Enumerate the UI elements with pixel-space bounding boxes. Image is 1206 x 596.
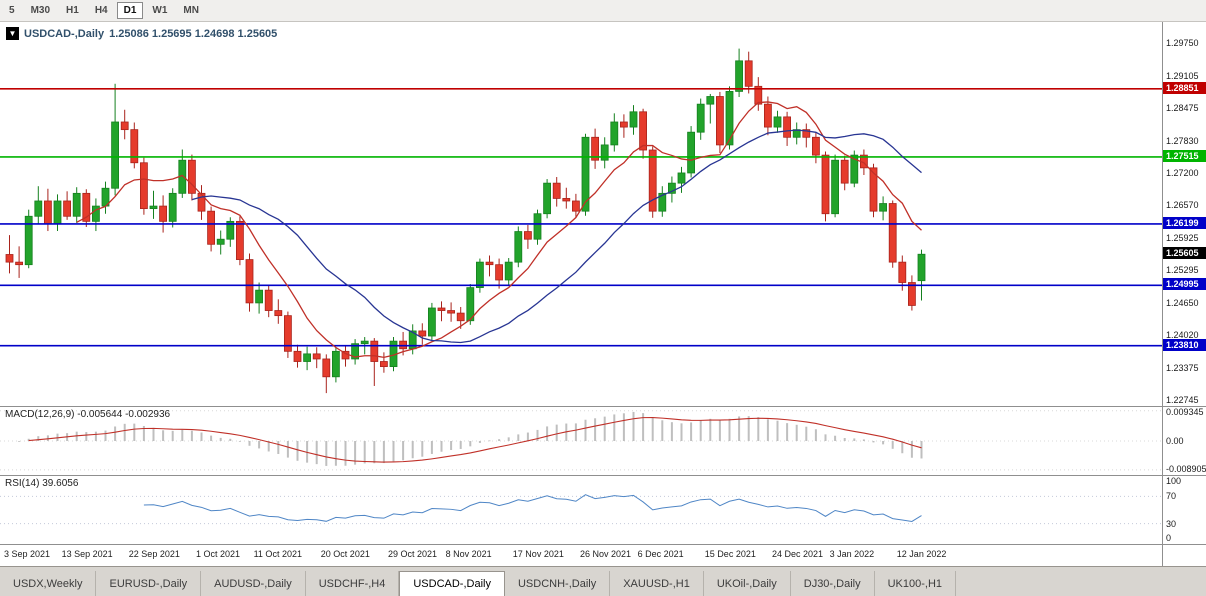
price-line-label: 1.25605 [1163,247,1206,260]
chart-ohlc-values: 1.25086 1.25695 1.24698 1.25605 [109,27,278,40]
date-label: 22 Sep 2021 [128,549,180,559]
timeframe-button-mn[interactable]: MN [183,5,199,16]
macd-panel: MACD(12,26,9) -0.005644 -0.002936 0.0093… [0,407,1206,476]
timeframe-button-h1[interactable]: H1 [66,5,79,16]
rsi-plot[interactable]: RSI(14) 39.6056 [0,476,1162,544]
timeframe-button-h4[interactable]: H4 [94,5,108,16]
timeframe-button-w1[interactable]: W1 [152,5,168,16]
date-label: 11 Oct 2021 [253,549,302,559]
price-tick: 1.26570 [1166,200,1199,211]
macd-tick: 0.009345 [1166,407,1204,417]
macd-header: MACD(12,26,9) -0.005644 -0.002936 [5,409,170,420]
candlestick-chart[interactable] [0,22,1162,406]
rsi-chart[interactable] [0,476,1162,544]
rsi-tick: 100 [1166,476,1182,486]
date-label: 12 Jan 2022 [896,549,947,559]
time-axis: 3 Sep 2021 13 Sep 2021 22 Sep 2021 1 Oct 20… [0,545,1162,566]
candles-group [5,48,926,394]
chart-tab-usdcnh-daily[interactable]: USDCNH-,Daily [505,571,611,596]
date-label: 3 Jan 2022 [829,549,875,559]
date-label: 6 Dec 2021 [637,549,684,559]
rsi-tick: 0 [1166,533,1172,543]
price-line-label: 1.23810 [1163,338,1206,351]
price-line-label: 1.24995 [1163,278,1206,291]
chart-tab-ukoil-daily[interactable]: UKOil-,Daily [704,571,791,596]
macd-signal-line [28,417,922,463]
chart-tab-uk100-h1[interactable]: UK100-,H1 [875,571,957,596]
chart-tab-audusd-daily[interactable]: AUDUSD-,Daily [201,571,306,596]
chart-tabbar: USDX,Weekly EURUSD-,Daily AUDUSD-,Daily USD… [0,566,1206,596]
macd-plot[interactable]: MACD(12,26,9) -0.005644 -0.002936 [0,407,1162,475]
timeframe-button-d1[interactable]: D1 [116,2,144,19]
price-line-label: 1.27515 [1163,149,1206,162]
chart-tab-dj30-daily[interactable]: DJ30-,Daily [791,571,875,596]
date-label: 24 Dec 2021 [772,549,824,559]
main-chart-plot[interactable]: ▼ USDCAD-,Daily 1.25086 1.25695 1.24698 … [0,22,1162,406]
macd-label: MACD(12,26,9) [5,409,75,420]
macd-values: -0.005644 -0.002936 [77,409,171,420]
date-label: 3 Sep 2021 [4,549,51,559]
macd-tick: 0.00 [1166,436,1184,446]
price-tick: 1.24020 [1166,330,1199,340]
date-label: 26 Nov 2021 [580,549,632,559]
timeframe-button-m30[interactable]: M30 [30,5,51,16]
rsi-tick: 70 [1166,491,1177,502]
timeframe-button-5[interactable]: 5 [9,5,15,16]
time-axis-row: 3 Sep 2021 13 Sep 2021 22 Sep 2021 1 Oct 20… [0,545,1206,566]
price-tick: 1.28475 [1166,102,1199,113]
price-line-label: 1.26199 [1163,216,1206,229]
chart-symbol-label: USDCAD-,Daily [24,27,105,40]
horizontal-lines-group [0,88,1162,347]
date-label: 1 Oct 2021 [196,549,241,559]
chart-tab-usdchf-h4[interactable]: USDCHF-,H4 [306,571,400,596]
price-axis: 1.29750 1.29105 1.28475 1.27830 1.27200 1.265… [1162,22,1206,406]
rsi-tick: 30 [1166,518,1177,529]
chart-tab-eurusd-daily[interactable]: EURUSD-,Daily [96,571,202,596]
rsi-header: RSI(14) 39.6056 [5,478,78,489]
main-chart-panel: ▼ USDCAD-,Daily 1.25086 1.25695 1.24698 … [0,22,1206,407]
chart-header: ▼ USDCAD-,Daily 1.25086 1.25695 1.24698 … [6,27,277,40]
price-tick: 1.27200 [1166,167,1199,178]
price-tick: 1.23375 [1166,362,1199,373]
price-line-label: 1.28851 [1163,81,1206,94]
price-tick: 1.27830 [1166,135,1199,146]
macd-axis: 0.009345 0.00 -0.008905 [1162,407,1206,475]
date-label: 15 Dec 2021 [704,549,756,559]
price-tick: 1.29750 [1166,37,1199,48]
macd-tick: -0.008905 [1166,464,1206,474]
date-label: 29 Oct 2021 [388,549,438,559]
rsi-axis: 100 70 30 0 [1162,476,1206,544]
chart-collapse-icon[interactable]: ▼ [6,27,19,40]
rsi-label: RSI(14) [5,478,40,489]
price-tick: 1.29105 [1166,70,1199,81]
date-label: 13 Sep 2021 [61,549,113,559]
price-tick: 1.25925 [1166,232,1199,243]
rsi-panel: RSI(14) 39.6056 100 70 30 0 [0,476,1206,545]
macd-chart[interactable] [0,407,1162,475]
chart-tab-usdx-weekly[interactable]: USDX,Weekly [0,571,97,596]
chart-tab-usdcad-daily[interactable]: USDCAD-,Daily [399,571,505,596]
price-tick: 1.25295 [1166,265,1199,276]
axis-corner [1162,545,1206,566]
moving-averages-group [76,101,922,359]
timeframe-toolbar: 5 M30 H1 H4 D1 W1 MN [0,0,1206,22]
chart-tab-xauusd-h1[interactable]: XAUUSD-,H1 [610,571,704,596]
price-tick: 1.24650 [1166,297,1199,308]
rsi-value: 39.6056 [42,478,79,489]
date-label: 8 Nov 2021 [445,549,492,559]
price-tick: 1.22745 [1166,394,1199,405]
rsi-line [143,494,922,522]
date-label: 20 Oct 2021 [320,549,370,559]
date-label: 17 Nov 2021 [512,549,564,559]
chart-tabs: USDX,Weekly EURUSD-,Daily AUDUSD-,Daily USD… [0,571,957,596]
